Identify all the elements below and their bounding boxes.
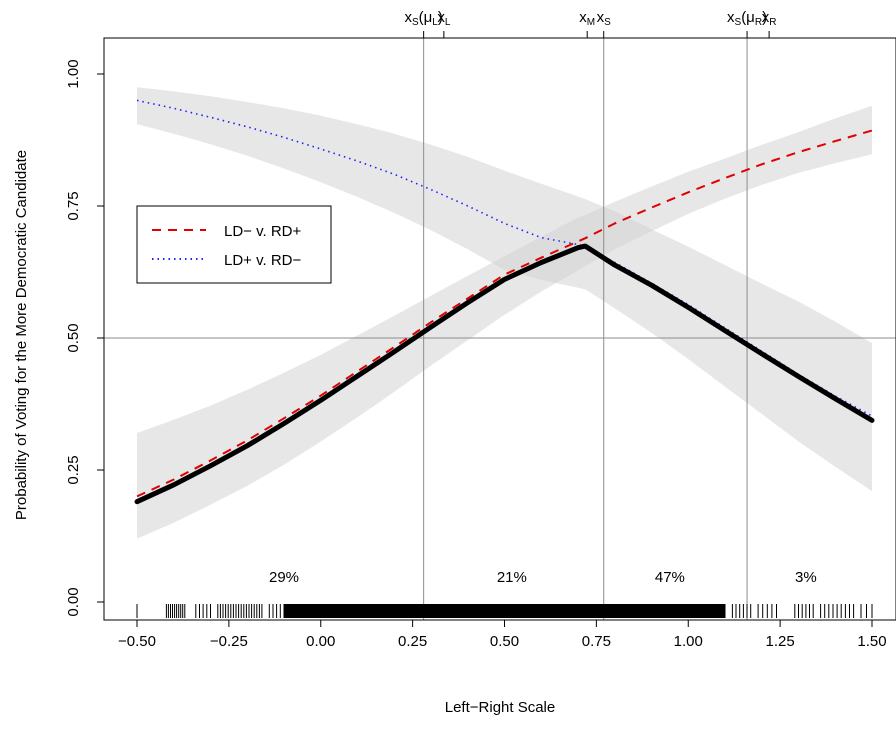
x-tick-label: 1.00 (674, 633, 703, 650)
series-line-1 (136, 99, 873, 417)
rug-marks (136, 604, 873, 618)
legend: LD− v. RD+ LD+ v. RD− (136, 205, 332, 284)
top-tick-label: xM (579, 9, 595, 28)
region-label: 21% (497, 569, 527, 586)
confidence-bands (137, 87, 872, 539)
x-tick-label: −0.25 (210, 633, 248, 650)
rug-ticks (136, 604, 873, 618)
legend-label-ld-plus: LD+ v. RD− (224, 252, 301, 269)
series-lines (134, 99, 875, 505)
top-tick-label: xS(μR) (727, 9, 767, 28)
x-axis-label: Left−Right Scale (445, 699, 556, 716)
plot-frame (103, 37, 896, 621)
y-tick-label: 0.00 (65, 587, 82, 616)
y-axis-label: Probability of Voting for the More Democ… (13, 150, 30, 520)
legend-box (136, 205, 332, 284)
legend-label-ld-minus: LD− v. RD+ (224, 223, 301, 240)
region-label: 29% (269, 569, 299, 586)
x-tick-label: 1.25 (766, 633, 795, 650)
series-line-0 (136, 129, 873, 498)
top-tick-label: xR (762, 9, 777, 28)
y-tick-label: 1.00 (65, 59, 82, 88)
confidence-band-0 (137, 105, 872, 539)
region-labels: 29% 21% 47% 3% (269, 569, 817, 586)
y-tick-label: 0.75 (65, 191, 82, 220)
series-line-2 (134, 243, 875, 505)
x-tick-label: 0.50 (490, 633, 519, 650)
x-tick-label: 0.00 (306, 633, 335, 650)
y-axis: 0.00 0.25 0.50 0.75 1.00 (65, 59, 104, 617)
top-tick-label: xL (437, 9, 451, 28)
x-tick-label: −0.50 (118, 633, 156, 650)
x-tick-label: 0.25 (398, 633, 427, 650)
region-label: 47% (655, 569, 685, 586)
top-tick-label: xS(μL) (404, 9, 442, 28)
top-tick-label: xS (597, 9, 612, 28)
confidence-band-1 (137, 87, 872, 492)
region-label: 3% (795, 569, 817, 586)
y-tick-label: 0.50 (65, 323, 82, 352)
x-axis: −0.50 −0.25 0.00 0.25 0.50 0.75 1.00 1.25 1.50 (118, 620, 887, 650)
x-tick-label: 1.50 (857, 633, 886, 650)
y-tick-label: 0.25 (65, 455, 82, 484)
x-tick-label: 0.75 (582, 633, 611, 650)
top-axis: xS(μL)xL xM xS xS(μR)xR (404, 9, 776, 38)
